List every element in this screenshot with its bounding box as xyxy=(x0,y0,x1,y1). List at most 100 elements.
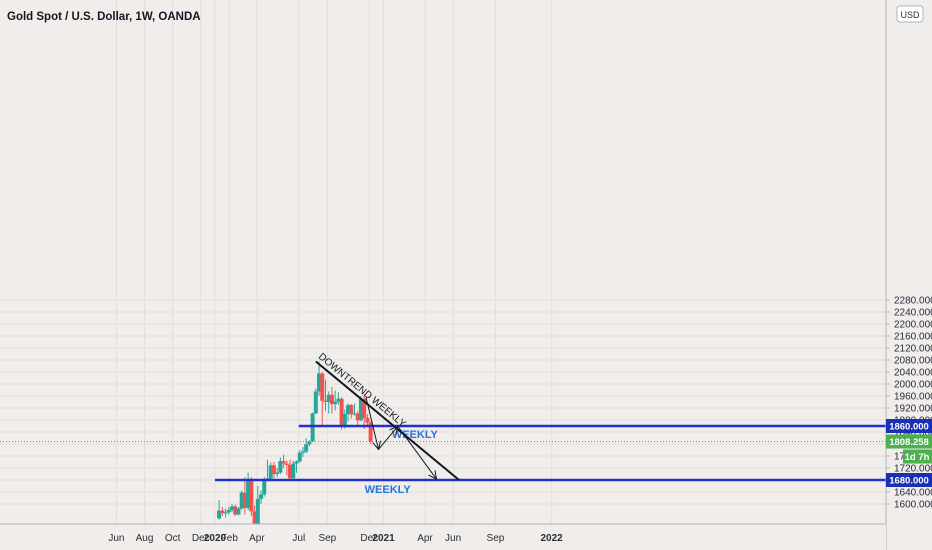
candle-body[interactable] xyxy=(355,413,360,421)
candle[interactable] xyxy=(239,490,244,511)
candle[interactable] xyxy=(313,388,318,415)
candle[interactable] xyxy=(355,411,360,426)
candle-body[interactable] xyxy=(281,461,286,464)
candle-body[interactable] xyxy=(255,498,260,539)
x-tick-label: 2020 xyxy=(204,533,227,544)
candle-body[interactable] xyxy=(242,492,247,508)
candle-body[interactable] xyxy=(323,400,328,402)
candle-body[interactable] xyxy=(317,373,322,392)
candle[interactable] xyxy=(323,379,328,412)
candle[interactable] xyxy=(336,392,341,405)
candle[interactable] xyxy=(346,403,351,422)
candle[interactable] xyxy=(304,438,309,454)
candle[interactable] xyxy=(310,412,315,443)
candle-body[interactable] xyxy=(249,479,254,512)
candle-body[interactable] xyxy=(275,472,280,475)
candle-body[interactable] xyxy=(291,463,296,479)
candle-body[interactable] xyxy=(313,391,318,414)
candle-body[interactable] xyxy=(365,417,370,423)
candle[interactable] xyxy=(217,500,222,520)
candle-body[interactable] xyxy=(284,463,289,466)
time-axis-panel[interactable] xyxy=(0,524,886,550)
candle-body[interactable] xyxy=(233,506,238,515)
candle[interactable] xyxy=(300,447,305,457)
candle[interactable] xyxy=(259,490,264,505)
candle-body[interactable] xyxy=(262,479,267,495)
candle-body[interactable] xyxy=(342,414,347,426)
candle-body[interactable] xyxy=(320,373,325,401)
candle-body[interactable] xyxy=(368,422,373,442)
candle-body[interactable] xyxy=(346,405,351,414)
candle[interactable] xyxy=(278,457,283,475)
candle[interactable] xyxy=(230,504,235,513)
candle-body[interactable] xyxy=(278,461,283,473)
candle-body[interactable] xyxy=(304,444,309,452)
candle[interactable] xyxy=(326,391,331,414)
candle-body[interactable] xyxy=(326,394,331,402)
candle-body[interactable] xyxy=(297,452,302,462)
x-tick-label: Dec xyxy=(192,533,210,544)
candle-body[interactable] xyxy=(336,398,341,402)
candle[interactable] xyxy=(268,462,273,480)
candle[interactable] xyxy=(320,372,325,426)
candle-body[interactable] xyxy=(271,465,276,474)
candle[interactable] xyxy=(242,477,247,515)
candle[interactable] xyxy=(352,403,357,416)
candle-body[interactable] xyxy=(310,413,315,442)
candle[interactable] xyxy=(220,507,225,516)
candle[interactable] xyxy=(275,468,280,477)
candle[interactable] xyxy=(307,440,312,447)
candle-body[interactable] xyxy=(352,413,357,415)
candle-body[interactable] xyxy=(268,465,273,479)
candle-body[interactable] xyxy=(220,510,225,513)
candle-body[interactable] xyxy=(329,394,334,405)
candle[interactable] xyxy=(249,477,254,516)
candle[interactable] xyxy=(233,504,238,516)
candle[interactable] xyxy=(333,390,338,411)
candle[interactable] xyxy=(358,396,363,422)
candle-body[interactable] xyxy=(217,510,222,519)
candle-body[interactable] xyxy=(230,506,235,510)
candle[interactable] xyxy=(329,387,334,414)
candle-body[interactable] xyxy=(259,494,264,499)
candle[interactable] xyxy=(291,460,296,479)
candle-body[interactable] xyxy=(246,479,251,508)
x-tick-label: Feb xyxy=(221,533,239,544)
candle[interactable] xyxy=(288,459,293,480)
projection-arrow[interactable] xyxy=(397,426,437,479)
x-tick-label: Oct xyxy=(165,533,181,544)
candle[interactable] xyxy=(349,404,354,419)
candle[interactable] xyxy=(294,460,299,473)
downtrend-line[interactable] xyxy=(315,360,460,481)
candle-body[interactable] xyxy=(339,398,344,426)
candle-body[interactable] xyxy=(300,451,305,453)
candle[interactable] xyxy=(271,462,276,479)
candle-body[interactable] xyxy=(223,512,228,514)
candle-body[interactable] xyxy=(226,510,231,513)
candle-body[interactable] xyxy=(362,398,367,418)
candle[interactable] xyxy=(223,508,228,518)
candle-body[interactable] xyxy=(239,492,244,509)
chart-title: Gold Spot / U.S. Dollar, 1W, OANDA xyxy=(7,11,201,23)
candle-body[interactable] xyxy=(349,405,354,415)
candle[interactable] xyxy=(339,397,344,430)
candle[interactable] xyxy=(281,454,286,469)
candle[interactable] xyxy=(297,450,302,463)
candle-body[interactable] xyxy=(358,398,363,421)
candle-body[interactable] xyxy=(236,508,241,515)
y-tick-label: 2040.000 xyxy=(894,368,932,379)
candle-body[interactable] xyxy=(288,465,293,479)
projection-arrow[interactable] xyxy=(365,397,378,450)
candle[interactable] xyxy=(284,460,289,476)
candle-body[interactable] xyxy=(294,461,299,464)
currency-badge[interactable]: USD xyxy=(896,5,924,23)
candle[interactable] xyxy=(236,507,241,516)
candle[interactable] xyxy=(226,507,231,515)
candle[interactable] xyxy=(317,361,322,397)
candle-body[interactable] xyxy=(333,401,338,405)
projection-arrow[interactable] xyxy=(378,426,397,450)
candle-body[interactable] xyxy=(307,441,312,445)
